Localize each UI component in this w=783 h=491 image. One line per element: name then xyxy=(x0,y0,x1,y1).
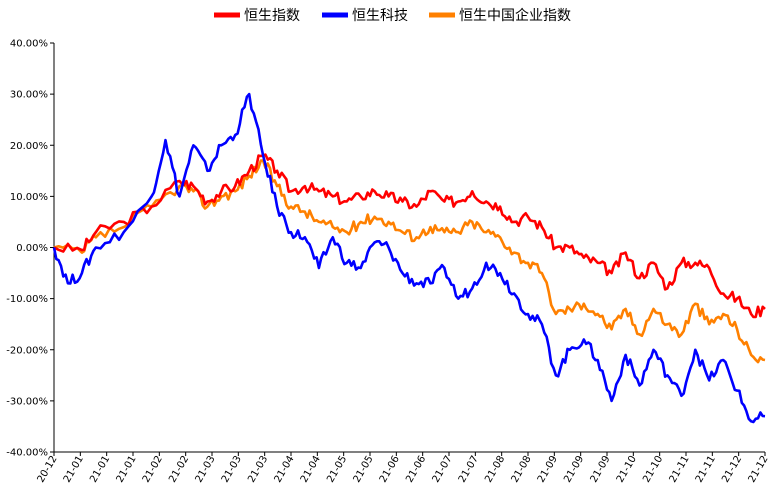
x-tick-label: 21-01 xyxy=(62,454,86,485)
x-tick-label: 20-12 xyxy=(36,454,60,485)
x-tick-label: 21-08 xyxy=(510,454,534,485)
x-tick-label: 21-10 xyxy=(641,454,665,485)
x-tick-label: 21-11 xyxy=(694,454,718,485)
series-line-0 xyxy=(53,153,766,319)
legend-label-hstech: 恒生科技 xyxy=(352,8,408,24)
x-tick-label: 21-10 xyxy=(615,454,639,485)
x-tick-label: 21-05 xyxy=(352,454,376,485)
x-tick-label: 21-04 xyxy=(299,454,323,485)
x-tick-label: 21-09 xyxy=(562,454,586,485)
x-tick-label: 21-02 xyxy=(167,454,191,485)
x-tick-label: 21-07 xyxy=(431,454,455,485)
x-axis-ticks: 20-12 21-01 21-01 21-01 21-02 21-02 21-03 21-03… xyxy=(36,452,771,485)
x-tick-label: 21-06 xyxy=(404,454,428,485)
x-tick-label: 21-12 xyxy=(720,454,744,485)
x-tick-label: 21-04 xyxy=(273,454,297,485)
x-tick-label: 21-01 xyxy=(88,454,112,485)
x-tick-label: 21-03 xyxy=(194,454,218,485)
y-tick-label: 20.00% xyxy=(10,141,48,152)
series-line-1 xyxy=(52,92,766,424)
legend-label-hsi: 恒生指数 xyxy=(244,8,300,24)
y-tick-label: 40.00% xyxy=(10,39,48,50)
x-tick-label: 21-06 xyxy=(378,454,402,485)
x-tick-label: 21-08 xyxy=(483,454,507,485)
legend-label-hscei: 恒生中国企业指数 xyxy=(459,7,571,24)
x-tick-label: 21-09 xyxy=(589,454,613,485)
x-tick-label: 21-09 xyxy=(536,454,560,485)
x-tick-label: 21-01 xyxy=(115,454,139,485)
y-tick-label: -20.00% xyxy=(6,345,48,356)
x-tick-label: 21-11 xyxy=(668,454,692,485)
x-tick-label: 21-03 xyxy=(246,454,270,485)
y-tick-label: -40.00% xyxy=(6,448,48,459)
x-tick-label: 21-03 xyxy=(220,454,244,485)
y-tick-label: 10.00% xyxy=(10,192,48,203)
y-axis-ticks: 40.00% 30.00% 20.00% 10.00% 0.00% -10.00% -20.… xyxy=(6,39,54,459)
y-tick-label: 0.00% xyxy=(16,243,48,254)
x-tick-label: 21-02 xyxy=(141,454,165,485)
y-tick-label: -30.00% xyxy=(6,396,48,407)
y-tick-label: 30.00% xyxy=(10,90,48,101)
x-tick-label: 21-05 xyxy=(325,454,349,485)
x-tick-label: 21-07 xyxy=(457,454,481,485)
y-tick-label: -10.00% xyxy=(6,294,48,305)
series-lines xyxy=(52,92,766,424)
legend: 恒生指数 恒生科技 恒生中国企业指数 xyxy=(214,7,571,24)
series-line-2 xyxy=(53,159,766,364)
x-tick-label: 21-12 xyxy=(747,454,771,485)
